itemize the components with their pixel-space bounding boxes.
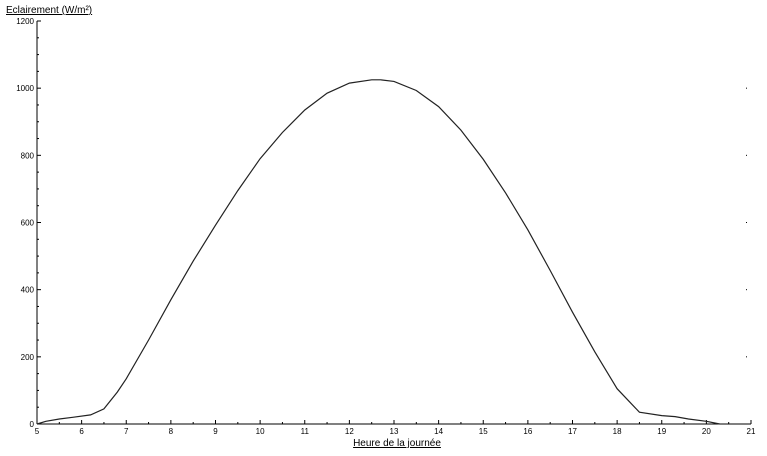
irradiance-curve [36, 79, 720, 425]
x-tick-label: 16 [523, 427, 532, 436]
right-axis-mark [746, 289, 747, 291]
x-tick-label: 10 [256, 427, 265, 436]
x-tick-label: 17 [568, 427, 577, 436]
y-tick-label: 200 [21, 353, 35, 362]
x-tick-label: 18 [613, 427, 622, 436]
x-tick-label: 14 [434, 427, 443, 436]
x-tick-label: 15 [479, 427, 488, 436]
right-axis-mark [746, 222, 747, 223]
x-tick-label: 19 [657, 427, 666, 436]
x-tick-label: 8 [169, 427, 174, 436]
x-axis-label: Heure de la journée [353, 438, 441, 449]
right-axis-mark [746, 154, 747, 156]
plot-area: 0 200 400 600 800 1000 1200 5 6 7 8 9 10 11 12 13 14 15 16… [16, 17, 756, 436]
y-tick-label: 0 [30, 420, 35, 429]
y-axis-label: Eclairement (W/m²) [6, 5, 92, 16]
x-tick-label: 5 [35, 427, 40, 436]
x-tick-label: 6 [79, 427, 84, 436]
y-tick-label: 1000 [16, 84, 34, 93]
x-tick-label: 21 [747, 427, 756, 436]
y-tick-label: 1200 [16, 17, 34, 26]
right-axis-mark [746, 356, 747, 358]
y-tick-label: 800 [21, 151, 35, 160]
x-tick-label: 13 [390, 427, 399, 436]
x-tick-label: 9 [213, 427, 218, 436]
right-axis-mark [746, 87, 747, 89]
x-tick-label: 7 [124, 427, 129, 436]
x-tick-label: 12 [345, 427, 354, 436]
x-tick-label: 11 [301, 427, 310, 436]
y-tick-label: 600 [21, 219, 35, 228]
x-tick-label: 20 [702, 427, 711, 436]
y-tick-label: 400 [21, 286, 35, 295]
